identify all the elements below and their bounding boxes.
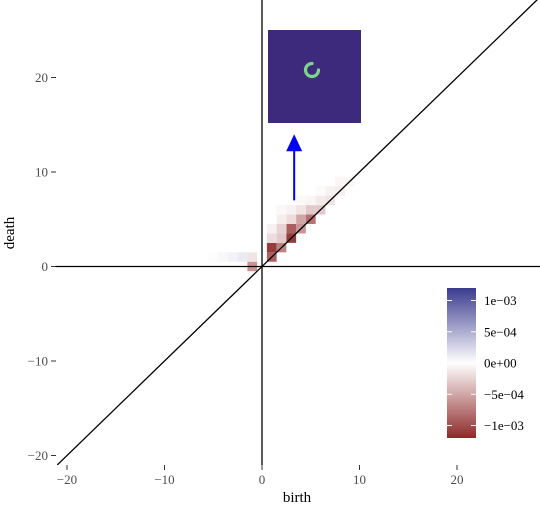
- y-tick-label: −10: [28, 354, 48, 369]
- heatmap-cell: [276, 233, 287, 243]
- heatmap-cell: [325, 186, 336, 196]
- inset-ring-shape: [303, 61, 321, 79]
- y-axis-title: death: [2, 216, 18, 249]
- heatmap-cell: [286, 224, 297, 234]
- x-tick-label: −20: [57, 472, 77, 487]
- x-tick-label: 10: [353, 472, 366, 487]
- x-axis: −20 −10 0 10 20: [57, 465, 464, 487]
- y-tick-label: 20: [35, 70, 48, 85]
- heatmap-cell: [276, 224, 287, 234]
- heatmap-cell: [266, 233, 277, 243]
- annotation-arrow: [286, 134, 303, 201]
- heatmap-cell: [266, 224, 277, 234]
- heatmap-cell: [227, 252, 238, 262]
- colorbar-tick-label: 0e+00: [484, 356, 517, 371]
- arrow-head: [286, 134, 303, 152]
- heatmap-cell: [266, 242, 277, 253]
- heatmap-cell: [276, 214, 287, 224]
- heatmap-cell: [276, 205, 287, 215]
- y-tick-label: 0: [42, 259, 49, 274]
- y-tick-label: −20: [28, 448, 48, 463]
- x-tick-label: 20: [451, 472, 464, 487]
- diagonal-line: [56, 0, 538, 465]
- reference-lines: [56, 0, 540, 465]
- heatmap-cell: [305, 195, 316, 206]
- heatmap-cell: [286, 214, 297, 224]
- heatmap-cell: [315, 186, 326, 196]
- heatmap-cell: [335, 176, 345, 187]
- colorbar-tick-label: −1e−03: [484, 418, 524, 433]
- heatmap-cell: [296, 214, 306, 224]
- heatmap-cell: [315, 195, 326, 206]
- x-axis-title: birth: [283, 490, 312, 506]
- heatmap-cell: [296, 195, 306, 206]
- heatmap-cell: [286, 205, 297, 215]
- colorbar-legend: 1e−03 5e−04 0e+00 −5e−04 −1e−03: [447, 288, 524, 438]
- y-axis: −20 −10 0 10 20: [28, 70, 56, 463]
- heatmap-cell: [208, 252, 219, 262]
- heatmap-cell: [218, 252, 228, 262]
- heatmap-cell: [296, 205, 306, 215]
- inset-image: [268, 30, 361, 123]
- colorbar-tick-label: 5e−04: [484, 324, 517, 339]
- heatmap-cell: [305, 205, 316, 215]
- x-tick-label: 0: [259, 472, 266, 487]
- x-tick-label: −10: [154, 472, 174, 487]
- heatmap-cell: [237, 252, 248, 262]
- colorbar-tick-label: −5e−04: [484, 387, 524, 402]
- y-tick-label: 10: [35, 165, 48, 180]
- colorbar-tick-label: 1e−03: [484, 293, 517, 308]
- colorbar-ticks: 1e−03 5e−04 0e+00 −5e−04 −1e−03: [447, 293, 524, 433]
- heatmap-cells: [208, 176, 355, 272]
- heatmap-cell: [247, 252, 258, 262]
